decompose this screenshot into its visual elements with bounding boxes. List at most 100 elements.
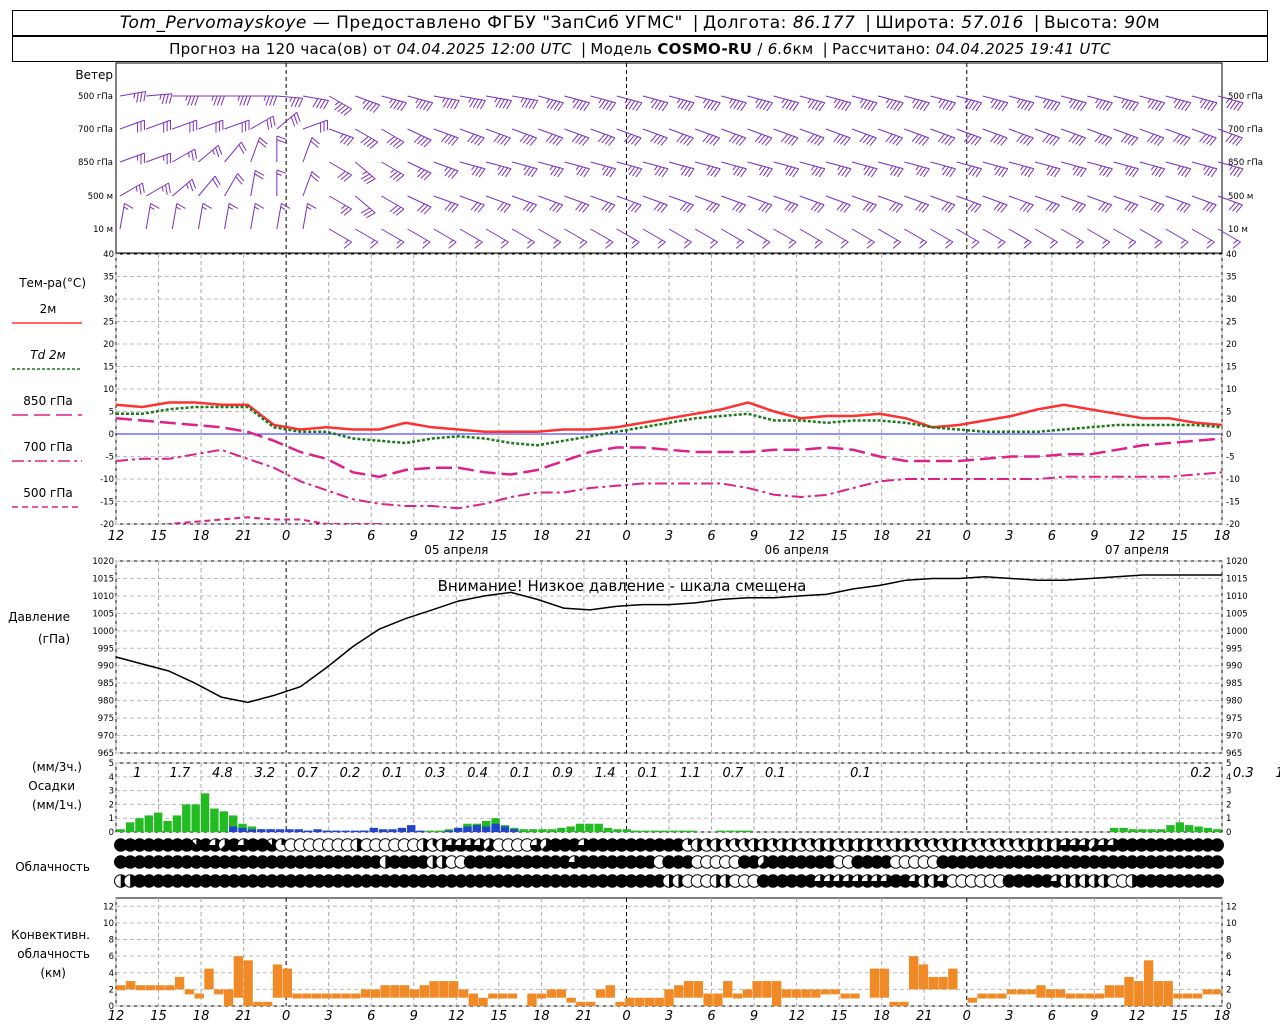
wind-barb	[668, 195, 694, 213]
wind-barb-feather	[1104, 204, 1113, 213]
wind-barb	[485, 128, 511, 146]
cloud-cover-fill	[322, 855, 335, 869]
wind-barb-feather	[893, 101, 901, 111]
x-tick-label: 12	[788, 1009, 805, 1024]
wind-barb-feather	[258, 140, 267, 148]
wind-barb-feather	[453, 100, 460, 110]
wind-barb-feather	[296, 112, 301, 122]
wind-barb-feather	[276, 173, 282, 176]
wind-barb-feather	[1153, 136, 1161, 145]
cloud-cover-fill	[653, 874, 666, 888]
wind-barb-feather	[1183, 137, 1191, 146]
wind-barb-feather	[576, 100, 583, 110]
convective-bar	[586, 1001, 596, 1006]
cloud-cover-fill	[294, 855, 307, 869]
wind-barb-feather	[161, 186, 164, 192]
wind-barb-feather	[817, 137, 825, 146]
wind-barb-staff	[459, 195, 485, 206]
wind-barb-staff	[328, 128, 354, 139]
wind-barb-feather	[1147, 99, 1155, 109]
wind-barb-staff	[433, 95, 460, 102]
wind-barb	[1139, 195, 1165, 213]
wind-barb-feather	[1101, 241, 1111, 249]
convective-bar	[664, 989, 674, 1006]
cloud-cover-fill	[209, 874, 222, 888]
wind-barb-feather	[676, 133, 684, 143]
wind-barb-feather	[528, 99, 535, 109]
cloud-cover-fill	[1135, 855, 1148, 869]
wind-barb-staff	[250, 203, 256, 230]
x-tick-label: 21	[916, 529, 933, 544]
wind-barb-feather	[862, 135, 870, 144]
wind-barb-staff	[982, 228, 1006, 243]
rain-bar	[1175, 822, 1185, 832]
wind-barb-feather	[702, 133, 710, 143]
wind-barb	[904, 161, 930, 178]
wind-barb-feather	[890, 100, 897, 110]
convective-bar	[1124, 976, 1134, 1006]
wind-barb-staff	[930, 128, 956, 139]
y-tick-label: 4	[109, 969, 114, 979]
convective-bar	[1065, 993, 1075, 999]
wind-barb-staff	[433, 161, 459, 172]
wind-barb	[172, 95, 199, 106]
wind-barb-feather	[366, 102, 374, 111]
wind-barb-feather	[557, 102, 564, 112]
rain-bar	[135, 818, 144, 832]
y-tick-label: 12	[1226, 902, 1237, 912]
wind-barb-staff	[224, 203, 230, 230]
wind-barb-feather	[1016, 98, 1021, 104]
wind-barb-feather	[1150, 202, 1158, 211]
legend-label: 850 гПа	[23, 394, 72, 408]
cloud-cover-fill	[265, 874, 279, 888]
wind-barb	[250, 202, 265, 230]
wind-barb-feather	[496, 135, 504, 144]
convective-bar	[253, 1001, 263, 1006]
wind-barb-feather	[863, 100, 871, 110]
wind-barb-feather	[836, 202, 844, 211]
wind-barb-feather	[710, 167, 718, 177]
wind-barb-feather	[975, 102, 983, 112]
wind-barb-feather	[844, 102, 852, 112]
wind-barb-feather	[1151, 100, 1159, 110]
cloud-cover-fill	[398, 855, 411, 869]
wind-barb-feather	[811, 166, 819, 176]
wind-barb-feather	[1233, 239, 1238, 244]
cloud-cover-fill	[180, 874, 194, 888]
panel-frame-wind	[115, 62, 1223, 254]
wind-barb-staff	[904, 195, 929, 206]
wind-title: Ветер	[75, 68, 113, 82]
wind-barb-feather	[346, 137, 354, 146]
wind-barb	[1008, 128, 1034, 146]
cloud-cover-fill	[1031, 855, 1044, 869]
cloud-cover-fill	[1012, 874, 1025, 888]
wind-barb-feather	[1024, 239, 1029, 244]
wind-barb-feather	[1151, 166, 1159, 176]
wind-barb-feather	[680, 165, 684, 171]
wind-barb-staff	[511, 228, 535, 243]
wind-barb-staff	[747, 128, 773, 139]
wind-barb-staff	[564, 228, 588, 243]
cloud-cover-fill	[190, 838, 203, 852]
wind-barb-feather	[654, 166, 662, 176]
cloud-cover-fill	[624, 874, 638, 888]
wind-barb	[224, 119, 250, 133]
y-tick-label: 975	[1226, 714, 1242, 724]
convective-bar	[791, 989, 801, 998]
convective-bar	[145, 985, 155, 991]
rain-bar	[1166, 825, 1175, 832]
y-tick-label: 25	[1226, 318, 1237, 328]
wind-barb-feather	[290, 97, 296, 107]
y-tick-label: 995	[1226, 644, 1242, 654]
wind-barb-feather	[1075, 203, 1083, 212]
x-tick-label: 15	[150, 529, 167, 544]
wind-barb-feather	[467, 133, 475, 143]
wind-barb-staff	[433, 228, 457, 243]
y-tick-label: 15	[1226, 363, 1237, 373]
wind-barb-feather	[916, 100, 923, 110]
y-tick-label: 1	[109, 814, 114, 824]
wind-barb-feather	[833, 98, 838, 104]
wind-barb-feather	[546, 99, 554, 109]
convective-bar	[879, 968, 890, 998]
cloud-cover-fill	[407, 874, 420, 888]
